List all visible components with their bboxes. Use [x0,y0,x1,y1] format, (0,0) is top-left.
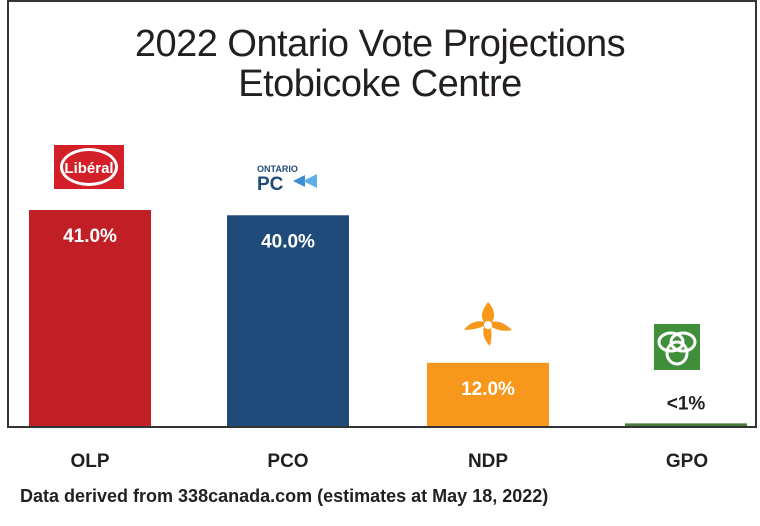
svg-text:PC: PC [257,174,284,192]
svg-text:Libéral: Libéral [64,160,113,177]
ndp-logo [462,298,514,348]
category-label-pco: PCO [228,451,348,473]
source-footnote: Data derived from 338canada.com (estimat… [20,486,548,507]
data-label-pco: 40.0% [261,231,315,252]
liberal-logo: Libéral [54,145,124,189]
pc-logo: ONTARIO PC [255,162,321,192]
category-label-gpo: GPO [627,451,747,473]
green-party-logo [654,324,700,370]
category-label-ndp: NDP [428,451,548,473]
category-label-olp: OLP [30,451,150,473]
data-label-ndp: 12.0% [461,379,515,400]
x-axis-baseline [7,426,757,428]
data-label-gpo: <1% [667,393,706,414]
data-label-olp: 41.0% [63,226,117,247]
svg-text:ONTARIO: ONTARIO [257,164,298,174]
